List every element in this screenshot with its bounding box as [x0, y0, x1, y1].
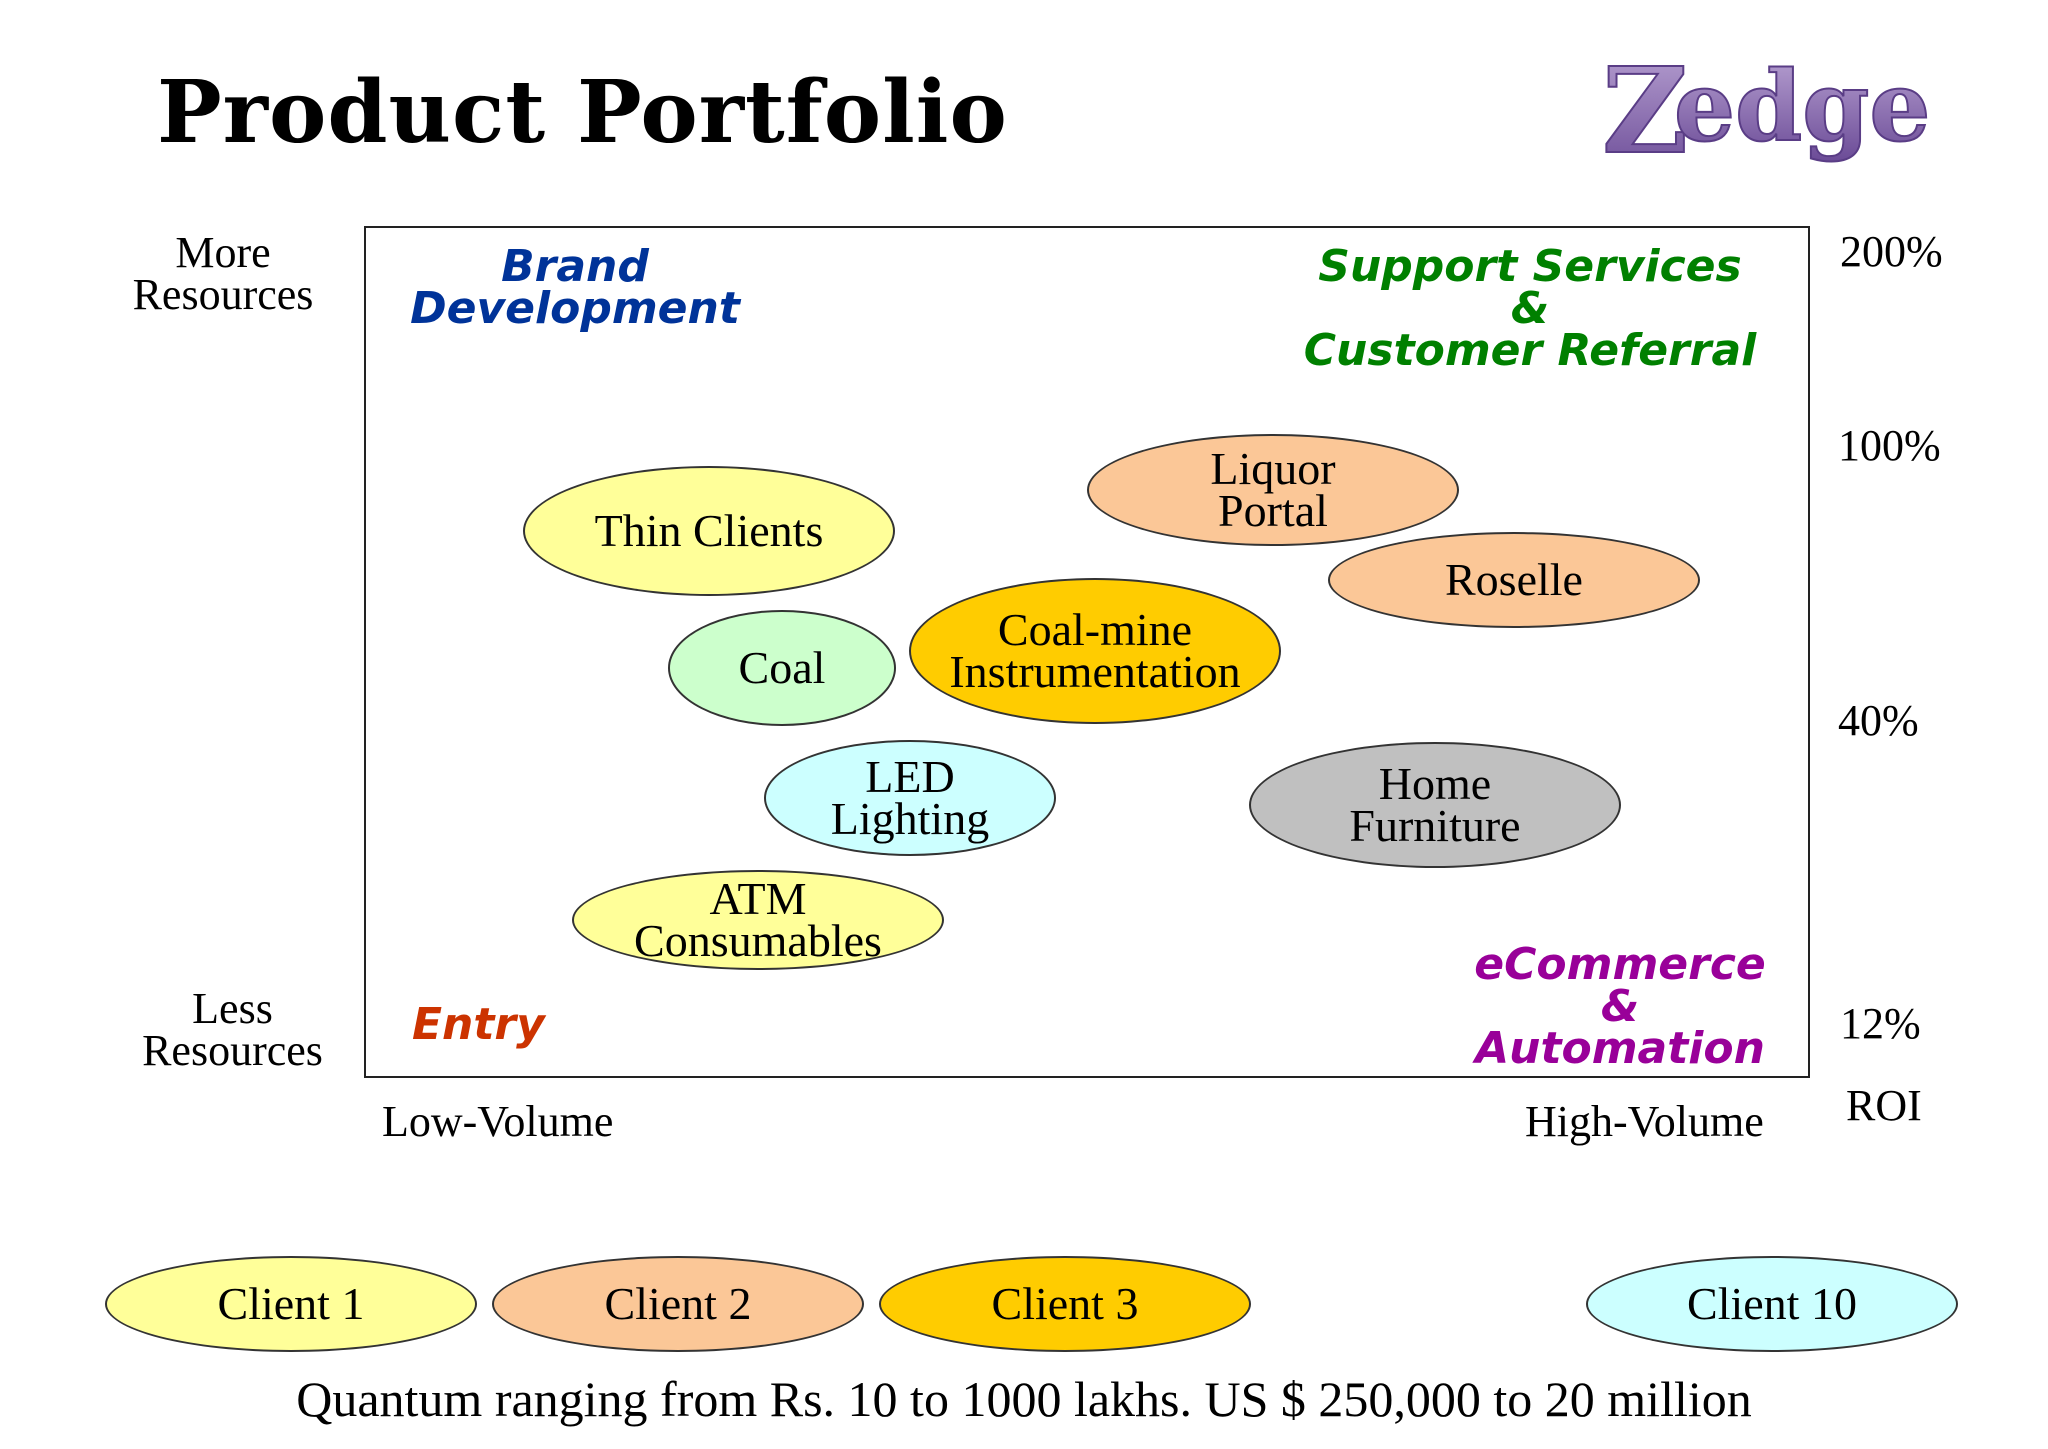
quadrant-support-services: Support Services & Customer Referral: [1270, 241, 1790, 376]
product-thin-clients: Thin Clients: [523, 466, 895, 596]
roi-label: ROI: [1846, 1081, 1922, 1130]
quadrant-ecommerce-line1: eCommerce: [1474, 939, 1766, 990]
client-2: Client 2: [492, 1256, 864, 1352]
quadrant-brand-development: Brand Development: [410, 241, 740, 334]
logo-text: edge: [1674, 50, 1930, 163]
zedge-logo: Z edge: [1601, 40, 1931, 175]
quadrant-ecommerce-line2: &: [1600, 981, 1640, 1032]
portfolio-matrix: [364, 226, 1810, 1078]
product-coal-mine-instrumentation: Coal-mine Instrumentation: [909, 578, 1281, 724]
client-1: Client 1: [105, 1256, 477, 1352]
product-coal: Coal: [668, 610, 896, 726]
quadrant-support-line2: &: [1510, 283, 1550, 334]
product-roselle: Roselle: [1328, 532, 1700, 628]
roi-level-100: 100%: [1838, 421, 1941, 470]
roi-level-200: 200%: [1840, 227, 1943, 276]
footer-quantum-note: Quantum ranging from Rs. 10 to 1000 lakh…: [296, 1371, 1752, 1427]
x-axis-high-volume: High-Volume: [1525, 1097, 1764, 1146]
product-led-lighting: LED Lighting: [764, 740, 1056, 856]
quadrant-entry: Entry: [412, 999, 545, 1050]
product-atm-consumables: ATM Consumables: [572, 870, 944, 970]
y-axis-top-label: More Resources: [132, 228, 314, 319]
product-home-furniture: Home Furniture: [1249, 742, 1621, 868]
x-axis-low-volume: Low-Volume: [382, 1097, 614, 1146]
logo-z: Z: [1602, 41, 1688, 175]
page-title: Product Portfolio: [157, 62, 1008, 163]
quadrant-support-line3: Customer Referral: [1303, 325, 1757, 376]
roi-level-12: 12%: [1840, 999, 1921, 1048]
roi-level-40: 40%: [1838, 696, 1919, 745]
quadrant-ecommerce-line3: Automation: [1475, 1023, 1765, 1074]
y-axis-bottom-label: Less Resources: [142, 984, 323, 1075]
quadrant-support-line1: Support Services: [1318, 241, 1742, 292]
client-10: Client 10: [1586, 1256, 1958, 1352]
client-3: Client 3: [879, 1256, 1251, 1352]
quadrant-ecommerce: eCommerce & Automation: [1440, 939, 1800, 1074]
product-liquor-portal: Liquor Portal: [1087, 434, 1459, 546]
